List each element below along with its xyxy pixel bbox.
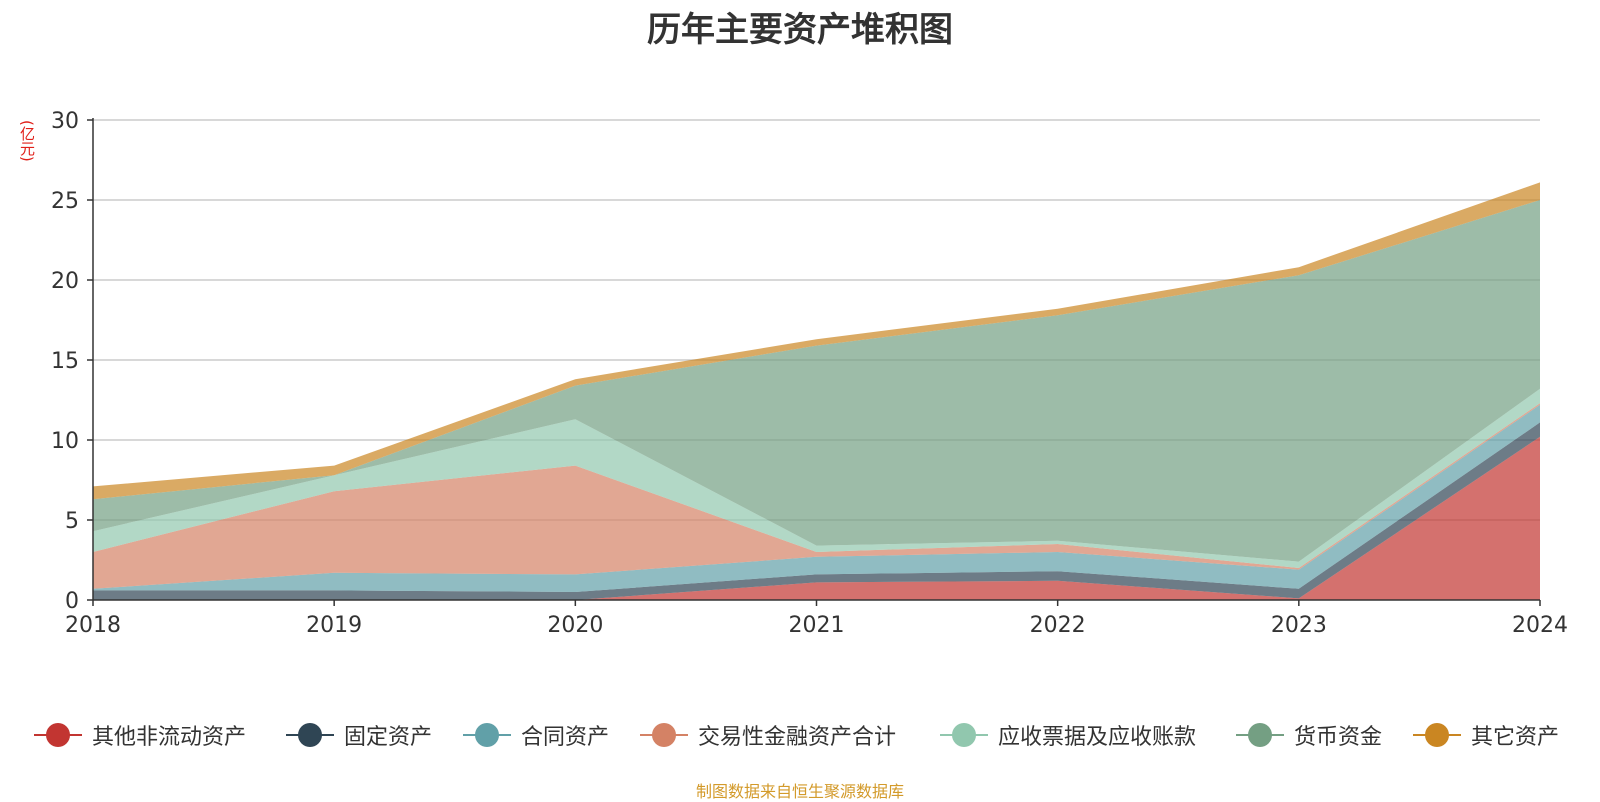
legend-label: 固定资产 (344, 725, 433, 750)
legend-marker-icon (640, 718, 688, 752)
area-series-6[interactable] (93, 182, 1540, 500)
y-tick-label: 15 (51, 349, 79, 374)
area-series-4[interactable] (93, 388, 1540, 568)
legend-marker-icon (940, 718, 988, 752)
area-series-5[interactable] (93, 200, 1540, 562)
area-series-layer (93, 182, 1540, 600)
legend-marker-icon (34, 718, 82, 752)
x-tick-label: 2020 (547, 613, 603, 638)
y-tick-label: 5 (65, 509, 79, 534)
area-series-0[interactable] (93, 436, 1540, 600)
axes: 0 5 10 15 20 25 30 2018 2019 2020 2021 2022 2023 2024 (51, 109, 1568, 638)
x-tick-label: 2022 (1030, 613, 1086, 638)
legend-item-6[interactable]: 其它资产 (1413, 718, 1559, 752)
y-axis-unit-label: (亿元) (18, 120, 36, 162)
x-tick-label: 2021 (789, 613, 845, 638)
legend-label: 交易性金融资产合计 (698, 725, 897, 750)
legend-label: 合同资产 (521, 725, 610, 750)
legend-item-0[interactable]: 其他非流动资产 (34, 718, 246, 752)
y-tick-label: 10 (51, 429, 79, 454)
legend-marker-icon (463, 718, 511, 752)
x-tick-label: 2019 (306, 613, 362, 638)
legend: 其他非流动资产 固定资产 合同资产 交易性金融资产合计 应收票据及应收账款 货币资金 其它资… (0, 718, 1600, 752)
legend-item-1[interactable]: 固定资产 (286, 718, 432, 752)
legend-label: 其他非流动资产 (92, 725, 247, 750)
y-tick-label: 20 (51, 269, 79, 294)
y-tick-label: 25 (51, 189, 79, 214)
legend-label: 货币资金 (1294, 725, 1383, 750)
x-tick-label: 2018 (65, 613, 121, 638)
legend-item-4[interactable]: 应收票据及应收账款 (940, 718, 1196, 752)
y-tick-label: 30 (51, 109, 79, 134)
legend-item-5[interactable]: 货币资金 (1236, 718, 1382, 752)
legend-marker-icon (1413, 718, 1461, 752)
legend-label: 应收票据及应收账款 (998, 725, 1197, 750)
area-series-3[interactable] (93, 403, 1540, 589)
legend-item-2[interactable]: 合同资产 (463, 718, 609, 752)
legend-marker-icon (1236, 718, 1284, 752)
data-source-note: 制图数据来自恒生聚源数据库 (695, 782, 904, 801)
y-tick-label: 0 (65, 589, 79, 614)
legend-marker-icon (286, 718, 334, 752)
x-tick-label: 2024 (1512, 613, 1568, 638)
stacked-area-chart: 0 5 10 15 20 25 30 2018 2019 2020 2021 2022 2023 2024 (51, 109, 1568, 638)
legend-item-3[interactable]: 交易性金融资产合计 (640, 718, 896, 752)
x-tick-label: 2023 (1271, 613, 1327, 638)
legend-label: 其它资产 (1471, 725, 1560, 750)
chart-title: 历年主要资产堆积图 (647, 10, 953, 50)
